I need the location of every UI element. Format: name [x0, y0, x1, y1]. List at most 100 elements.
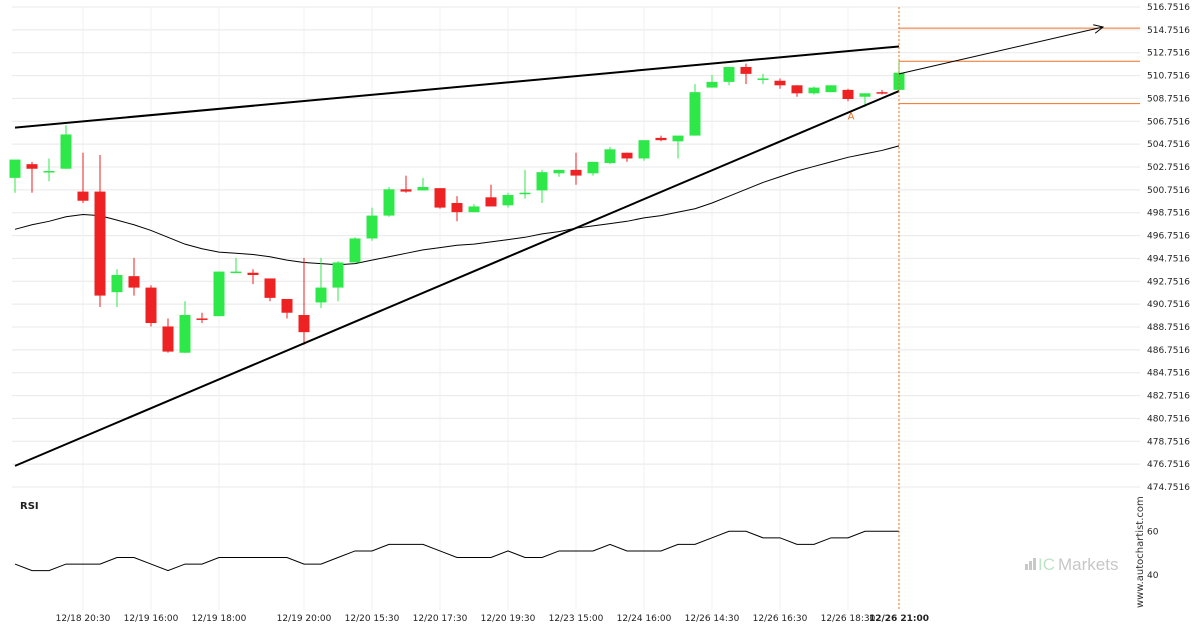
candle-bearish — [77, 191, 89, 201]
candle-bullish — [502, 195, 514, 206]
candle-bearish — [434, 188, 446, 208]
pattern-point-label: A — [848, 112, 855, 123]
candle-bearish — [570, 169, 582, 176]
candle-bullish — [723, 67, 735, 82]
x-tick-label: 12/26 21:00 — [869, 614, 929, 624]
candle-bullish — [536, 172, 548, 191]
candle-bullish — [519, 192, 531, 195]
candle-bullish — [859, 93, 871, 97]
candle-bullish — [349, 238, 361, 263]
y-tick-label: 498.7516 — [1147, 209, 1190, 219]
x-tick-label: 12/26 14:30 — [685, 614, 740, 624]
y-tick-label: 478.7516 — [1147, 437, 1190, 447]
y-axis: 516.7516 514.7516 512.7516 510.7516 508.7516… — [1147, 3, 1190, 493]
rsi-line — [14, 530, 899, 572]
rsi-tick-label: 60 — [1147, 527, 1159, 537]
candle-bearish — [485, 197, 497, 207]
candle-bearish — [621, 152, 633, 159]
y-tick-label: 496.7516 — [1147, 232, 1190, 242]
candle-bullish — [230, 271, 242, 274]
candle-bearish — [145, 287, 157, 324]
x-tick-label: 12/24 16:00 — [617, 614, 672, 624]
x-axis: 12/18 20:30 12/19 16:00 12/19 18:00 12/19 2… — [56, 614, 929, 624]
y-tick-label: 508.7516 — [1147, 94, 1190, 104]
candle-bearish — [162, 326, 174, 352]
brand-logo-bar — [1033, 558, 1036, 570]
candle-bearish — [128, 276, 140, 288]
rsi-tick-label: 40 — [1147, 571, 1159, 581]
candle-bullish — [808, 87, 820, 94]
candle-bullish — [638, 140, 650, 159]
candle-bearish — [774, 80, 786, 86]
x-tick-label: 12/20 17:30 — [413, 614, 468, 624]
projection-arrow-line — [898, 26, 1104, 75]
candle-bullish — [893, 72, 905, 90]
candle-bearish — [94, 191, 106, 296]
wedge-pattern: A — [14, 24, 1140, 467]
candle-bullish — [111, 275, 123, 293]
watermark-text: www.autochartist.com — [1135, 496, 1146, 608]
candle-bearish — [451, 203, 463, 213]
y-tick-label: 492.7516 — [1147, 277, 1190, 287]
candle-bullish — [757, 78, 769, 80]
y-tick-label: 494.7516 — [1147, 254, 1190, 264]
candle-bearish — [842, 89, 854, 100]
candle-bearish — [26, 164, 38, 169]
wedge-upper-line — [14, 45, 900, 129]
y-tick-label: 490.7516 — [1147, 300, 1190, 310]
candle-bearish — [298, 315, 310, 333]
candle-bullish — [315, 287, 327, 303]
candle-bearish — [264, 278, 276, 298]
y-tick-label: 506.7516 — [1147, 117, 1190, 127]
moving-average-line — [14, 145, 900, 266]
y-tick-label: 486.7516 — [1147, 346, 1190, 356]
y-tick-label: 512.7516 — [1147, 49, 1190, 59]
x-tick-label: 12/19 18:00 — [192, 614, 247, 624]
brand-logo-prefix: IC — [1038, 555, 1055, 574]
x-tick-label: 12/19 20:00 — [277, 614, 332, 624]
projection-arrow-head — [1093, 24, 1105, 34]
brand-logo-name: Markets — [1058, 555, 1118, 574]
y-tick-label: 488.7516 — [1147, 323, 1190, 333]
candle-bullish — [604, 149, 616, 164]
y-tick-label: 476.7516 — [1147, 460, 1190, 470]
candle-bullish — [60, 134, 72, 169]
y-tick-label: 502.7516 — [1147, 163, 1190, 173]
x-tick-label: 12/20 19:30 — [481, 614, 536, 624]
y-tick-label: 474.7516 — [1147, 483, 1190, 493]
candle-bullish — [553, 169, 565, 174]
candle-bearish — [876, 92, 888, 94]
brand-logo-bar — [1025, 564, 1028, 570]
y-tick-label: 516.7516 — [1147, 3, 1190, 13]
x-tick-label: 12/23 15:00 — [549, 614, 604, 624]
candle-bullish — [383, 189, 395, 216]
candle-bullish — [706, 81, 718, 88]
candle-bullish — [672, 135, 684, 142]
y-tick-label: 514.7516 — [1147, 26, 1190, 36]
wedge-lower-line — [14, 90, 900, 467]
candle-bearish — [740, 67, 752, 74]
rsi-panel: RSI 60 40 — [14, 501, 1159, 581]
y-tick-label: 482.7516 — [1147, 392, 1190, 402]
y-tick-label: 510.7516 — [1147, 72, 1190, 82]
chart-extras: www.autochartist.com IC Markets — [898, 7, 1146, 610]
candle-bullish — [43, 171, 55, 173]
y-tick-label: 504.7516 — [1147, 140, 1190, 150]
candle-bullish — [417, 187, 429, 191]
candle-bearish — [655, 137, 667, 141]
x-tick-label: 12/19 16:00 — [124, 614, 179, 624]
candle-bullish — [825, 85, 837, 93]
y-tick-label: 480.7516 — [1147, 414, 1190, 424]
candles-layer — [9, 61, 905, 353]
candle-bullish — [332, 262, 344, 288]
grid-lines — [12, 6, 1140, 610]
candle-bearish — [247, 272, 259, 276]
candle-bullish — [689, 92, 701, 136]
x-tick-label: 12/20 15:30 — [345, 614, 400, 624]
moving-average-path — [14, 145, 900, 266]
candle-bearish — [400, 189, 412, 192]
y-tick-label: 484.7516 — [1147, 369, 1190, 379]
candle-bearish — [281, 299, 293, 313]
x-tick-label: 12/26 16:30 — [753, 614, 808, 624]
